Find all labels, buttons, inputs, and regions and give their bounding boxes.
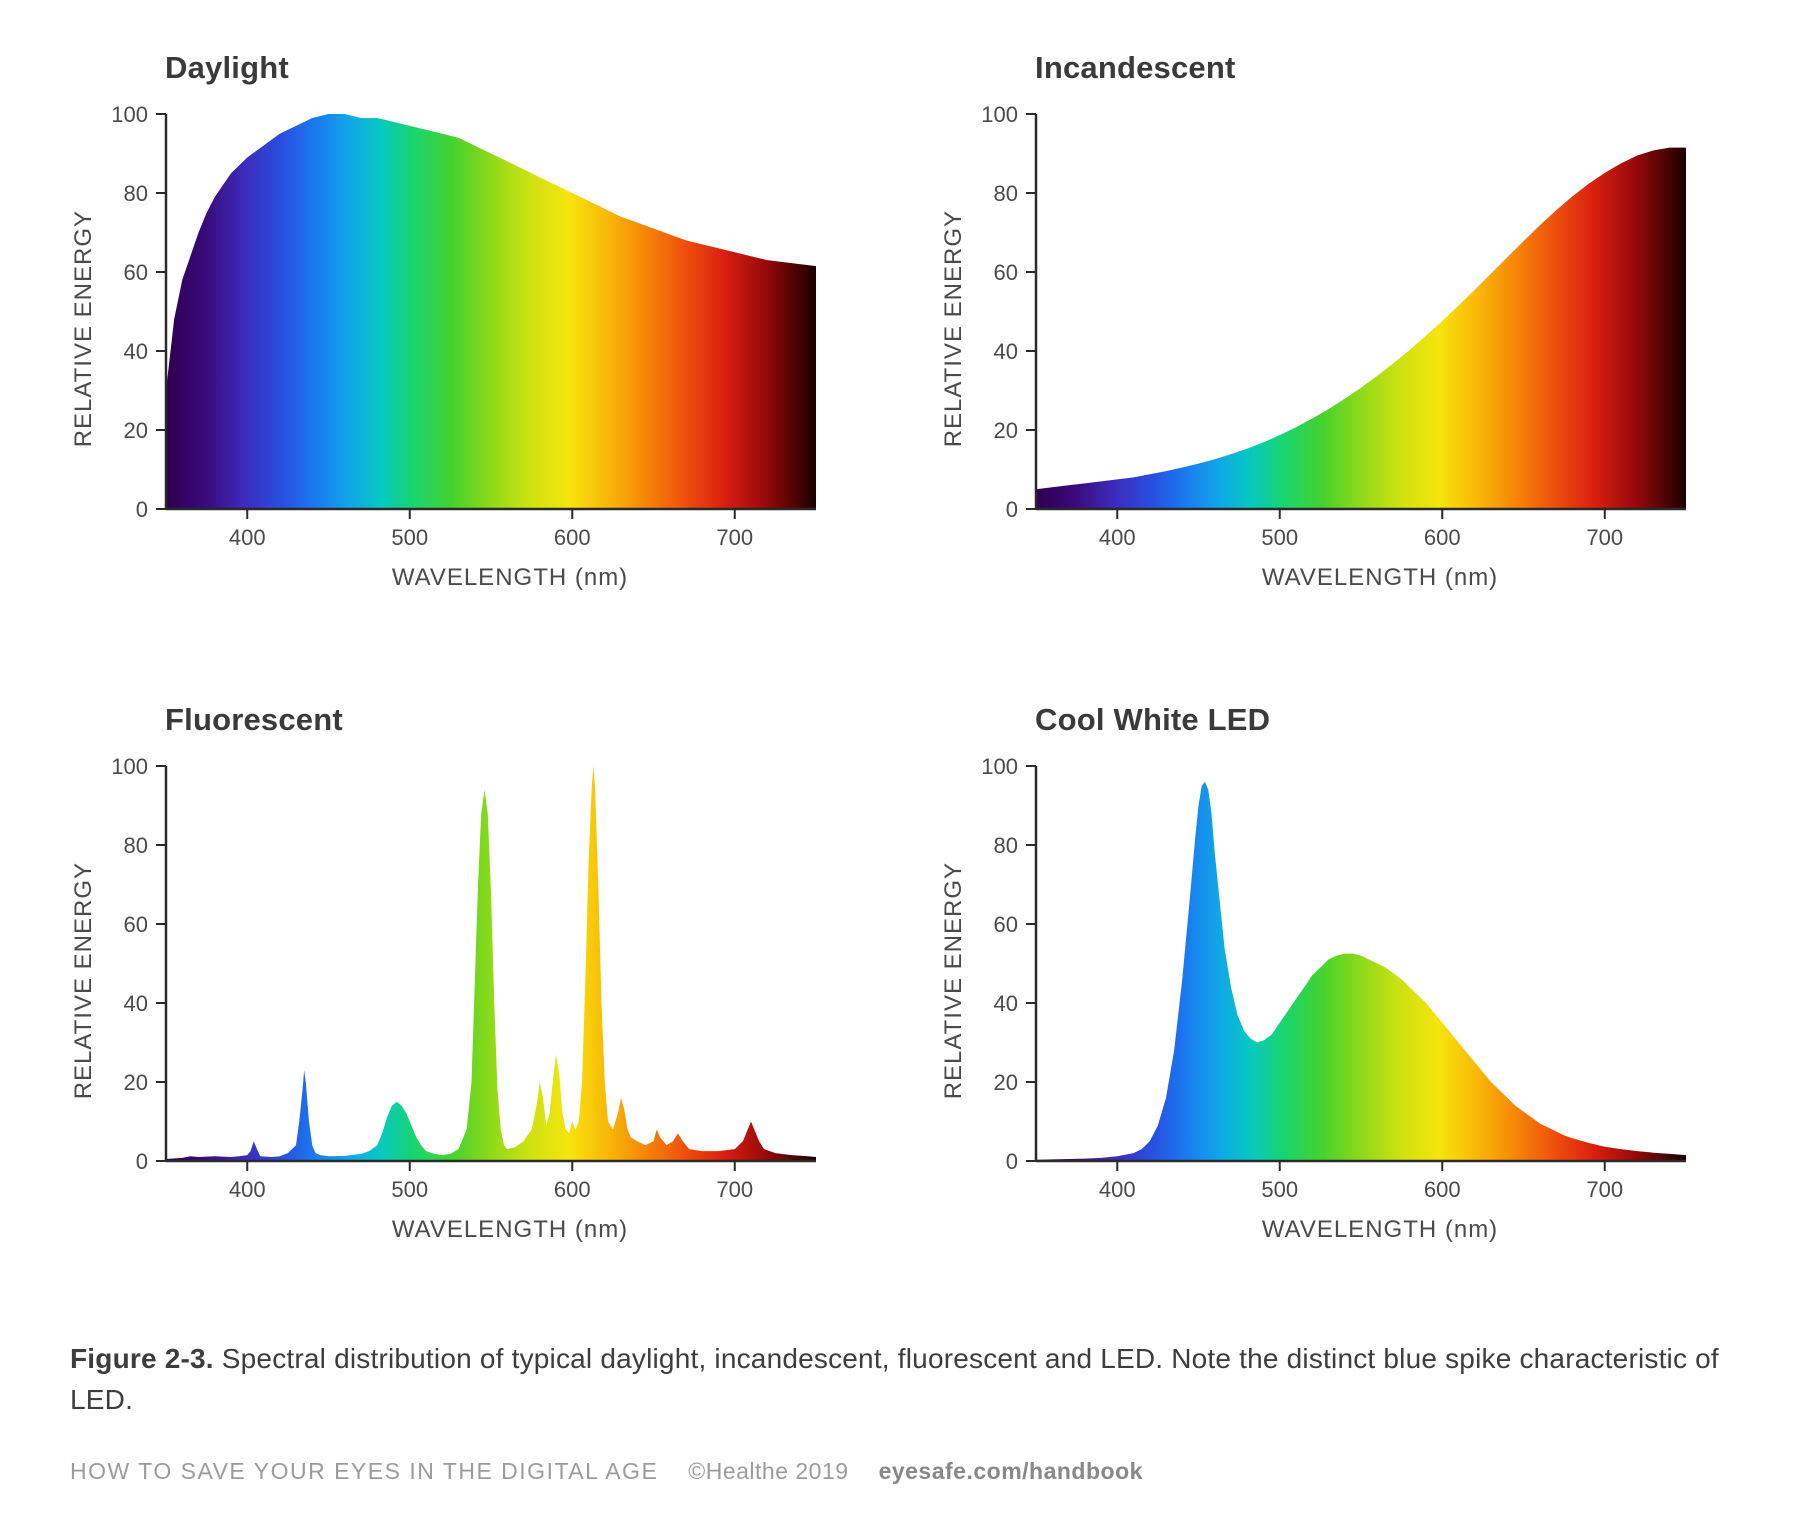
svg-text:40: 40 — [994, 339, 1018, 364]
svg-text:0: 0 — [136, 497, 148, 522]
svg-text:400: 400 — [229, 1177, 266, 1202]
x-axis-label: WAVELENGTH (nm) — [1030, 1216, 1730, 1244]
svg-text:700: 700 — [716, 525, 753, 550]
figure-caption: Figure 2-3. Spectral distribution of typ… — [70, 1339, 1730, 1420]
svg-text:20: 20 — [124, 1070, 148, 1095]
svg-text:60: 60 — [994, 260, 1018, 285]
footer-source: HOW TO SAVE YOUR EYES IN THE DIGITAL AGE — [70, 1458, 658, 1485]
svg-text:20: 20 — [994, 418, 1018, 443]
svg-text:100: 100 — [111, 756, 148, 779]
svg-text:500: 500 — [1261, 1177, 1298, 1202]
svg-text:700: 700 — [1586, 525, 1623, 550]
svg-text:0: 0 — [136, 1149, 148, 1174]
svg-text:60: 60 — [124, 912, 148, 937]
svg-text:400: 400 — [229, 525, 266, 550]
spectrum-chart-incandescent: 0 20 40 60 80 100 400 500 600 700 — [974, 104, 1696, 554]
x-axis-label: WAVELENGTH (nm) — [160, 564, 860, 592]
y-axis-label: RELATIVE ENERGY — [70, 210, 98, 447]
chart-title: Daylight — [165, 50, 860, 86]
spectrum-area — [1036, 148, 1686, 509]
svg-text:600: 600 — [1424, 525, 1461, 550]
x-axis-label: WAVELENGTH (nm) — [160, 1216, 860, 1244]
spectrum-area — [166, 114, 816, 509]
svg-text:100: 100 — [981, 756, 1018, 779]
chart-panel-led: Cool White LED RELATIVE ENERGY 0 20 40 60 80 1… — [940, 702, 1730, 1244]
svg-text:0: 0 — [1006, 497, 1018, 522]
svg-text:100: 100 — [111, 104, 148, 127]
chart-title: Cool White LED — [1035, 702, 1730, 738]
svg-text:60: 60 — [124, 260, 148, 285]
svg-text:400: 400 — [1099, 1177, 1136, 1202]
y-axis-label: RELATIVE ENERGY — [940, 210, 968, 447]
spectrum-chart-led: 0 20 40 60 80 100 400 500 600 700 — [974, 756, 1696, 1206]
footer-link: eyesafe.com/handbook — [879, 1458, 1143, 1485]
svg-text:500: 500 — [1261, 525, 1298, 550]
svg-text:500: 500 — [391, 525, 428, 550]
chart-grid: DaylightRELATIVE ENERGY 020406080100 400… — [70, 50, 1730, 1244]
x-axis-label: WAVELENGTH (nm) — [1030, 564, 1730, 592]
spectrum-chart-fluorescent: 0 20 40 60 80 100 400 500 600 700 — [104, 756, 826, 1206]
spectrum-area — [166, 766, 816, 1161]
svg-text:60: 60 — [994, 912, 1018, 937]
svg-text:80: 80 — [994, 181, 1018, 206]
spectrum-chart-daylight: 0 20 40 60 80 100 400 500 600 700 — [104, 104, 826, 554]
svg-text:80: 80 — [994, 833, 1018, 858]
svg-text:80: 80 — [124, 833, 148, 858]
svg-text:600: 600 — [1424, 1177, 1461, 1202]
caption-label: Figure 2-3. — [70, 1343, 214, 1374]
svg-text:500: 500 — [391, 1177, 428, 1202]
svg-text:20: 20 — [994, 1070, 1018, 1095]
chart-title: Fluorescent — [165, 702, 860, 738]
svg-text:700: 700 — [1586, 1177, 1623, 1202]
footer: HOW TO SAVE YOUR EYES IN THE DIGITAL AGE… — [70, 1458, 1730, 1485]
spectrum-area — [1036, 782, 1686, 1161]
chart-title: Incandescent — [1035, 50, 1730, 86]
chart-panel-incandescent: Incandescent RELATIVE ENERGY 0 20 40 60 80 100… — [940, 50, 1730, 592]
svg-text:80: 80 — [124, 181, 148, 206]
caption-text: Spectral distribution of typical dayligh… — [70, 1343, 1719, 1415]
svg-text:0: 0 — [1006, 1149, 1018, 1174]
y-axis-label: RELATIVE ENERGY — [70, 862, 98, 1099]
svg-text:20: 20 — [124, 418, 148, 443]
svg-text:40: 40 — [994, 991, 1018, 1016]
svg-text:100: 100 — [981, 104, 1018, 127]
chart-panel-daylight: Daylight RELATIVE ENERGY 0 20 40 60 80 100 400… — [70, 50, 860, 592]
svg-text:600: 600 — [554, 525, 591, 550]
svg-text:40: 40 — [124, 991, 148, 1016]
y-axis-label: RELATIVE ENERGY — [940, 862, 968, 1099]
chart-panel-fluorescent: Fluorescent RELATIVE ENERGY 0 20 40 60 80 100 … — [70, 702, 860, 1244]
svg-text:400: 400 — [1099, 525, 1136, 550]
svg-text:40: 40 — [124, 339, 148, 364]
footer-copyright: ©Healthe 2019 — [688, 1458, 848, 1485]
svg-text:600: 600 — [554, 1177, 591, 1202]
svg-text:700: 700 — [716, 1177, 753, 1202]
